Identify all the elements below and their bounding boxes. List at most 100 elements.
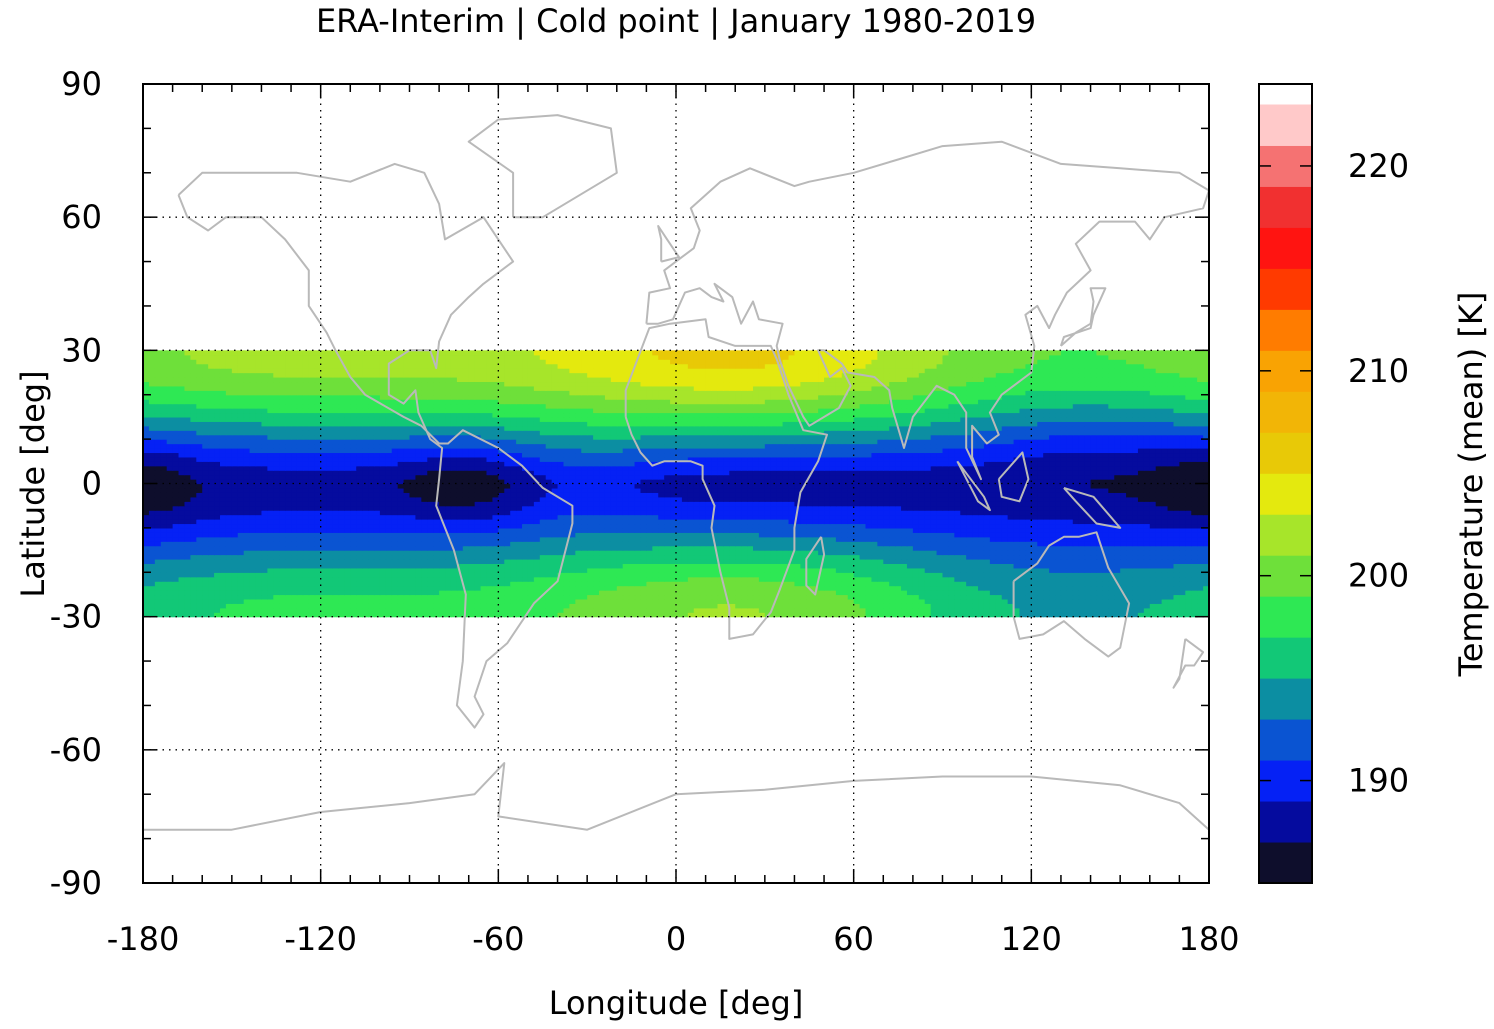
field-cell <box>439 510 446 516</box>
field-cell <box>1191 505 1198 511</box>
field-cell <box>681 594 689 600</box>
field-cell <box>788 496 796 502</box>
field-cell <box>1155 603 1163 609</box>
field-cell <box>752 545 760 551</box>
field-cell <box>539 603 547 609</box>
field-cell <box>616 572 624 578</box>
field-cell <box>640 576 647 582</box>
field-cell <box>587 563 594 569</box>
field-cell <box>267 510 274 516</box>
field-cell <box>758 541 766 547</box>
field-cell <box>853 510 861 516</box>
field-cell <box>658 572 665 578</box>
field-cell <box>1084 510 1092 516</box>
field-cell <box>835 519 843 525</box>
field-cell <box>1108 581 1115 587</box>
field-cell <box>1120 598 1127 604</box>
field-cell <box>604 550 612 556</box>
field-cell <box>492 519 499 525</box>
field-cell <box>545 536 553 542</box>
field-cell <box>782 505 790 511</box>
field-cell <box>972 554 979 560</box>
field-cell <box>676 558 683 564</box>
field-cell <box>154 492 162 498</box>
field-cell <box>1007 558 1015 564</box>
field-cell <box>1155 590 1163 596</box>
field-cell <box>634 536 642 542</box>
field-cell <box>1007 505 1015 511</box>
field-cell <box>646 492 653 498</box>
field-cell <box>883 501 890 507</box>
field-cell <box>918 603 926 609</box>
field-cell <box>705 496 713 502</box>
field-cell <box>504 607 511 613</box>
field-cell <box>516 590 523 596</box>
field-cell <box>1126 581 1133 587</box>
field-cell <box>788 594 796 600</box>
field-cell <box>148 514 156 520</box>
field-cell <box>462 563 470 569</box>
field-cell <box>551 594 559 600</box>
field-cell <box>800 581 807 587</box>
field-cell <box>415 545 422 551</box>
field-cell <box>948 567 955 573</box>
field-cell <box>610 607 618 613</box>
field-cell <box>504 576 511 582</box>
field-cell <box>1060 519 1068 525</box>
field-cell <box>1203 581 1210 587</box>
field-cell <box>403 501 411 507</box>
field-cell <box>427 581 434 587</box>
field-cell <box>409 612 417 618</box>
field-cell <box>966 501 973 507</box>
field-cell <box>344 541 351 547</box>
field-cell <box>450 563 458 569</box>
field-cell <box>575 514 582 520</box>
field-cell <box>1149 532 1157 538</box>
field-cell <box>326 594 334 600</box>
field-cell <box>308 585 316 591</box>
field-cell <box>214 558 221 564</box>
field-cell <box>835 536 843 542</box>
field-cell <box>1031 572 1038 578</box>
field-cell <box>752 585 760 591</box>
field-cell <box>533 514 541 520</box>
field-cell <box>652 536 659 542</box>
field-cell <box>758 563 766 569</box>
field-cell <box>356 554 363 560</box>
field-cell <box>1179 514 1186 520</box>
field-cell <box>699 607 707 613</box>
field-cell <box>972 519 979 525</box>
field-cell <box>664 523 671 529</box>
field-cell <box>729 501 736 507</box>
field-cell <box>1203 576 1210 582</box>
field-cell <box>368 545 375 551</box>
field-cell <box>1191 501 1198 507</box>
field-cell <box>1143 505 1151 511</box>
field-cell <box>563 514 570 520</box>
field-cell <box>551 505 559 511</box>
field-cell <box>267 492 274 498</box>
field-cell <box>190 598 197 604</box>
field-cell <box>829 505 837 511</box>
field-cell <box>610 505 618 511</box>
field-cell <box>296 505 304 511</box>
field-cell <box>936 567 944 573</box>
field-cell <box>948 563 955 569</box>
field-cell <box>368 510 375 516</box>
field-cell <box>729 536 736 542</box>
field-cell <box>391 545 399 551</box>
field-cell <box>1037 545 1044 551</box>
field-cell <box>1203 527 1210 533</box>
field-cell <box>912 598 920 604</box>
field-cell <box>225 545 233 551</box>
field-cell <box>172 581 180 587</box>
field-cell <box>1007 594 1015 600</box>
field-cell <box>729 550 736 556</box>
field-cell <box>160 558 168 564</box>
field-cell <box>332 496 340 502</box>
field-cell <box>664 590 671 596</box>
field-cell <box>1037 598 1044 604</box>
field-cell <box>693 585 701 591</box>
field-cell <box>936 598 944 604</box>
